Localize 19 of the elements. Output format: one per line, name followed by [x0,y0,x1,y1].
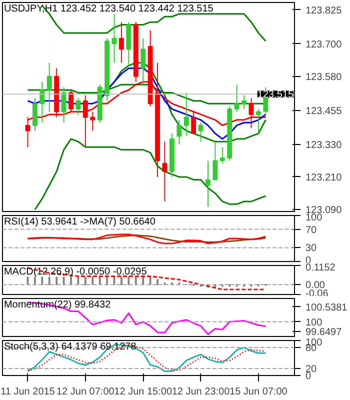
x-tick-label: 11 Jun 2015 [0,386,56,398]
y-tick-label: 80 [306,343,318,354]
y-tick-label: 123.825 [306,5,342,16]
y-tick-label: 100 [306,317,323,328]
y-tick-label: 100.5381 [306,302,348,314]
y-tick-label: 123.330 [306,140,342,151]
x-tick-label: 12 Jun 23:00 [172,386,230,398]
x-tick-label: 12 Jun 15:00 [114,386,172,398]
y-tick-label: 30 [306,243,318,254]
y-tick-label: 123.580 [306,72,342,83]
y-tick-label: 123.455 [306,106,342,117]
y-tick-label: 99.6497 [306,327,342,338]
y-tick-label: 123.700 [306,39,342,50]
y-tick-label: 0 [306,371,312,382]
y-tick-label: 70 [306,224,318,236]
x-tick-label: 12 Jun 07:00 [56,386,115,398]
x-tick-label: 15 Jun 07:00 [230,386,288,398]
chart-title: RSI(14) 53.9641 ->MA(7) 50.6640 [4,216,156,228]
y-tick-label: 123.210 [306,172,342,184]
